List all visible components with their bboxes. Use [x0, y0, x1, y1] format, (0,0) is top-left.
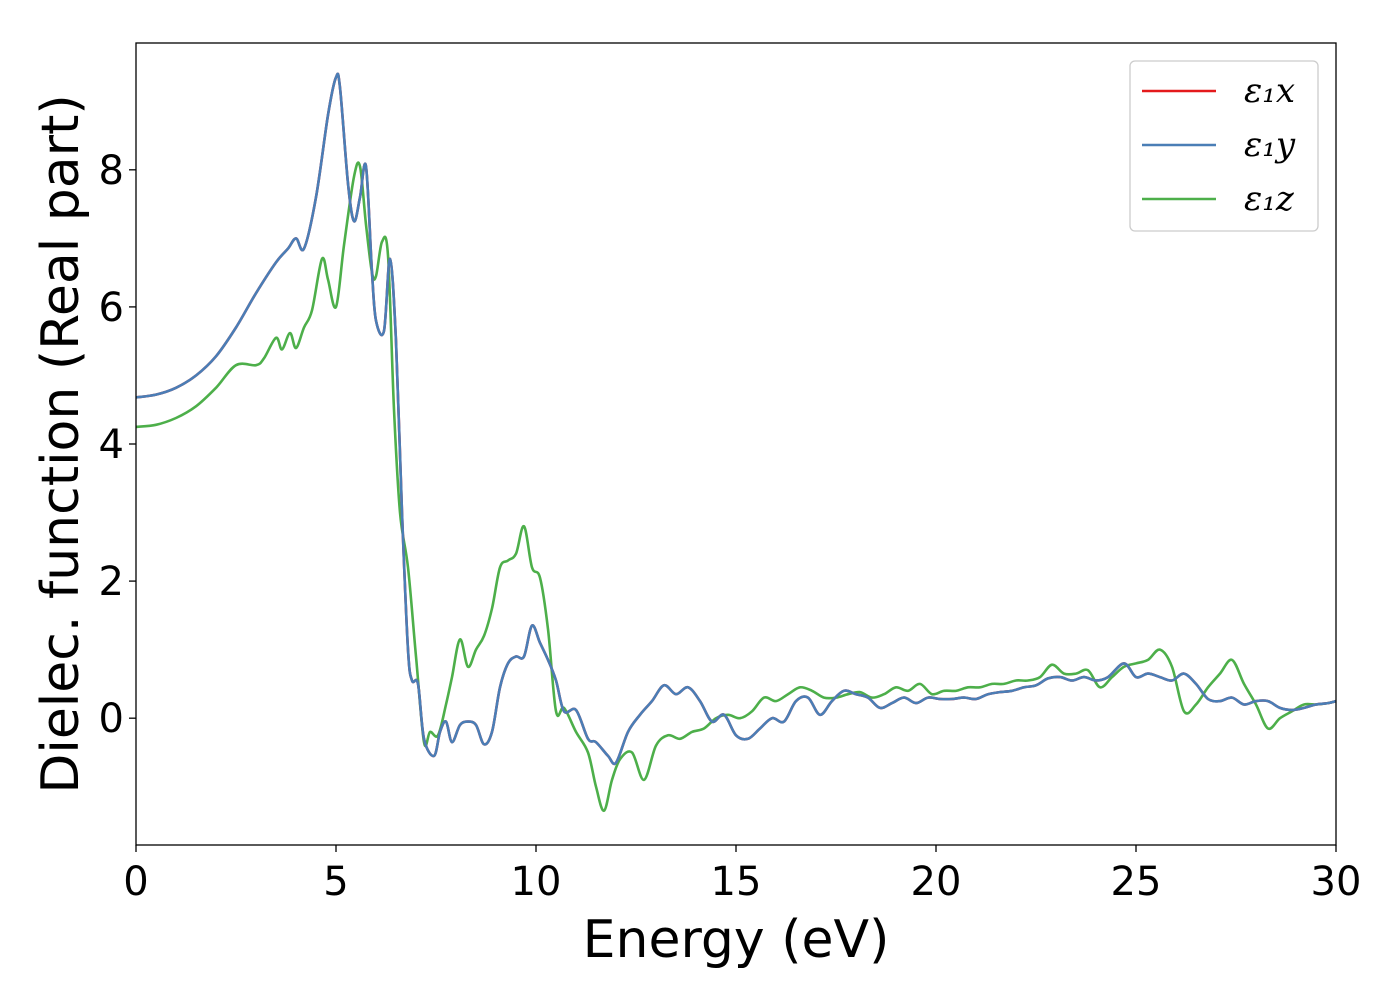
x-tick-label: 25 — [1111, 859, 1162, 905]
legend-label: ε₁y — [1244, 125, 1296, 165]
x-tick-label: 0 — [123, 859, 148, 905]
legend-box — [1129, 60, 1319, 232]
y-tick-label: 6 — [99, 285, 124, 331]
x-tick-label: 15 — [711, 859, 762, 905]
x-tick-label: 20 — [911, 859, 962, 905]
legend-label: ε₁z — [1244, 179, 1295, 219]
y-tick-label: 8 — [99, 148, 124, 194]
legend-label: ε₁x — [1244, 71, 1295, 111]
series-line-2 — [136, 161, 1336, 813]
series-line-1 — [136, 72, 1336, 766]
y-tick-label: 2 — [99, 559, 124, 605]
x-tick-label: 30 — [1311, 859, 1362, 905]
y-tick-label: 4 — [99, 422, 124, 468]
x-axis-title: Energy (eV) — [583, 910, 890, 970]
y-axis-title: Dielec. function (Real part) — [31, 94, 91, 793]
x-tick-label: 5 — [323, 859, 348, 905]
plot-area — [136, 72, 1336, 813]
x-tick-label: 10 — [511, 859, 562, 905]
axis-ticks: 0 5 10 15 20 25 30 0 2 4 6 8 — [99, 148, 1362, 905]
legend: ε₁x ε₁y ε₁z — [1129, 60, 1319, 232]
y-tick-label: 0 — [99, 696, 124, 742]
